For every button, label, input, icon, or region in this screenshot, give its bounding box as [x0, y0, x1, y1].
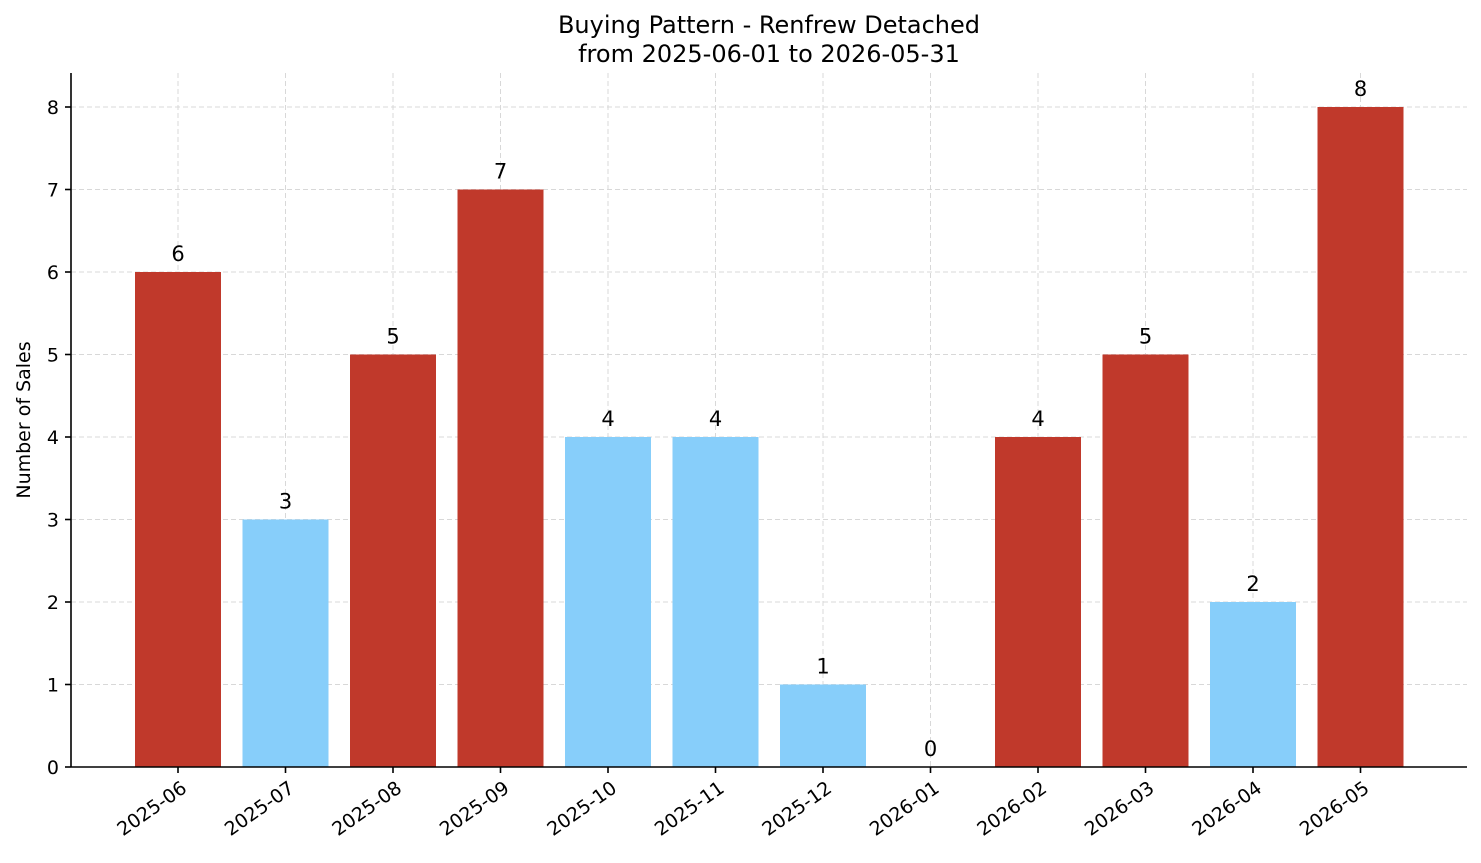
- chart-title: Buying Pattern - Renfrew Detached: [558, 11, 980, 39]
- x-tick-label-2026-02: 2026-02: [973, 777, 1051, 841]
- bar-2025-10: [565, 437, 651, 767]
- y-axis-label: Number of Sales: [13, 341, 35, 498]
- data-label-2026-05: 8: [1354, 77, 1367, 101]
- data-label-2025-08: 5: [386, 325, 399, 349]
- data-labels-layer: 6 3 5 7 4 4 1 0 4 5 2 8: [171, 77, 1367, 761]
- bar-2025-06: [135, 272, 221, 767]
- x-tick-label-2025-08: 2025-08: [328, 777, 406, 841]
- bar-2026-05: [1317, 107, 1404, 767]
- y-tick-label: 7: [47, 180, 59, 202]
- y-tick-label: 0: [47, 757, 59, 779]
- y-tick-label: 5: [47, 345, 59, 367]
- data-label-2026-03: 5: [1139, 325, 1152, 349]
- y-tick-label: 3: [47, 510, 59, 532]
- y-tick-label: 4: [47, 427, 59, 449]
- y-tick-label: 6: [47, 262, 59, 284]
- bar-2025-11: [672, 437, 759, 767]
- x-tick-label-2025-10: 2025-10: [543, 777, 621, 841]
- data-label-2025-12: 1: [816, 655, 829, 679]
- bar-2026-03: [1102, 354, 1189, 767]
- bar-2025-07: [242, 519, 329, 767]
- x-tick-label-2026-05: 2026-05: [1296, 777, 1374, 841]
- data-label-2025-10: 4: [601, 407, 614, 431]
- data-label-2025-11: 4: [709, 407, 722, 431]
- axes-layer: [70, 73, 1467, 768]
- bar-2026-02: [995, 437, 1081, 767]
- bar-2026-04: [1210, 602, 1296, 767]
- chart-subtitle: from 2025-06-01 to 2026-05-31: [578, 40, 960, 68]
- bar-2025-09: [457, 189, 544, 767]
- data-label-2026-02: 4: [1031, 407, 1044, 431]
- x-tick-label-2025-09: 2025-09: [436, 777, 514, 841]
- data-label-2025-07: 3: [279, 490, 292, 514]
- x-tick-label-2026-01: 2026-01: [866, 777, 944, 841]
- x-tick-label-2026-03: 2026-03: [1081, 777, 1159, 841]
- x-tick-label-2025-11: 2025-11: [651, 777, 729, 841]
- bars-layer: [135, 107, 1404, 767]
- x-tick-label-2025-12: 2025-12: [758, 777, 836, 841]
- bar-2025-12: [780, 684, 866, 767]
- data-label-2026-04: 2: [1246, 572, 1259, 596]
- x-tick-label-2025-07: 2025-07: [221, 777, 299, 841]
- x-tick-label-2026-04: 2026-04: [1188, 777, 1266, 841]
- x-tick-label-2025-06: 2025-06: [113, 777, 191, 841]
- data-label-2025-09: 7: [494, 160, 507, 184]
- bar-2025-08: [350, 354, 436, 767]
- y-tick-label: 8: [47, 97, 59, 119]
- data-label-2026-01: 0: [924, 737, 937, 761]
- y-tick-label: 2: [47, 592, 59, 614]
- y-tick-label: 1: [47, 675, 59, 697]
- data-label-2025-06: 6: [171, 242, 184, 266]
